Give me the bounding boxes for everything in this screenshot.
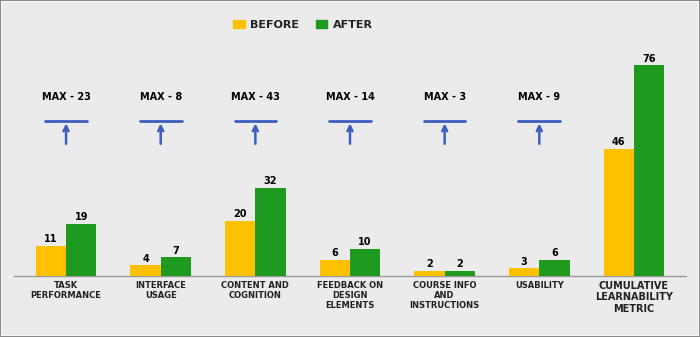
Text: 20: 20: [234, 210, 247, 219]
Text: MAX - 43: MAX - 43: [231, 92, 280, 102]
Text: 6: 6: [551, 248, 558, 258]
Text: 3: 3: [521, 257, 528, 267]
Text: 7: 7: [172, 246, 179, 255]
Text: 6: 6: [332, 248, 338, 258]
Text: MAX - 8: MAX - 8: [139, 92, 182, 102]
Text: 19: 19: [74, 212, 88, 222]
Bar: [350, 249, 380, 276]
Bar: [66, 224, 97, 276]
Legend: BEFORE, AFTER: BEFORE, AFTER: [229, 15, 377, 34]
Bar: [414, 271, 444, 276]
Text: 2: 2: [426, 259, 433, 269]
Bar: [130, 265, 161, 276]
Text: MAX - 9: MAX - 9: [518, 92, 561, 102]
Text: 4: 4: [142, 254, 149, 264]
Text: 10: 10: [358, 237, 372, 247]
Bar: [320, 260, 350, 276]
Bar: [36, 246, 66, 276]
Bar: [444, 271, 475, 276]
Bar: [634, 65, 664, 276]
Bar: [509, 268, 539, 276]
Text: MAX - 14: MAX - 14: [326, 92, 374, 102]
Text: 2: 2: [456, 259, 463, 269]
Bar: [256, 187, 286, 276]
Text: 76: 76: [643, 54, 656, 64]
Text: 46: 46: [612, 137, 626, 147]
Bar: [539, 260, 570, 276]
Text: 11: 11: [44, 235, 57, 244]
Bar: [603, 149, 634, 276]
Text: MAX - 3: MAX - 3: [424, 92, 466, 102]
Bar: [225, 221, 256, 276]
Text: MAX - 23: MAX - 23: [41, 92, 90, 102]
Bar: [161, 257, 191, 276]
Text: 32: 32: [264, 176, 277, 186]
